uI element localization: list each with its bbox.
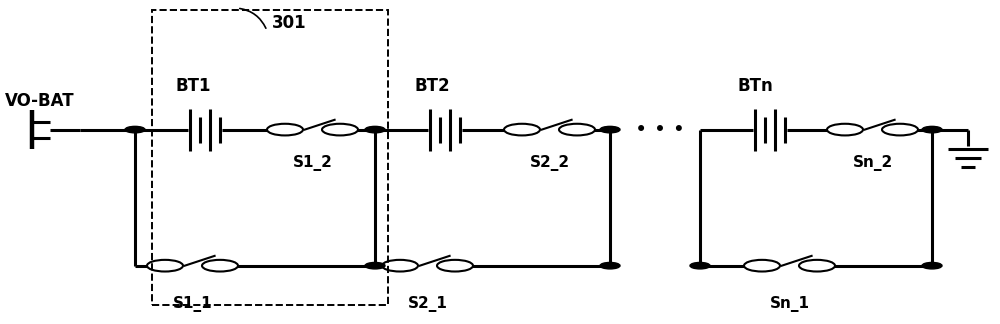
Circle shape [365,262,385,269]
Circle shape [922,262,942,269]
Circle shape [382,260,418,272]
Text: Sn_2: Sn_2 [852,155,893,171]
Circle shape [882,124,918,135]
Circle shape [504,124,540,135]
Text: BT2: BT2 [414,77,450,95]
Circle shape [147,260,183,272]
Text: VO-BAT: VO-BAT [5,92,75,110]
Text: S2_2: S2_2 [529,155,570,171]
Bar [152,10,388,305]
Circle shape [559,124,595,135]
Text: BT1: BT1 [175,77,211,95]
Circle shape [600,262,620,269]
Circle shape [744,260,780,272]
Circle shape [922,126,942,133]
Text: S2_1: S2_1 [408,296,447,312]
Text: Sn_1: Sn_1 [770,296,810,312]
Circle shape [365,126,385,133]
Text: S1_2: S1_2 [293,155,332,171]
Circle shape [799,260,835,272]
Text: S1_1: S1_1 [173,296,212,312]
Text: 301: 301 [272,14,307,32]
Circle shape [322,124,358,135]
Circle shape [690,262,710,269]
Text: • • •: • • • [635,120,685,140]
Circle shape [202,260,238,272]
Circle shape [827,124,863,135]
Circle shape [125,126,145,133]
Circle shape [437,260,473,272]
Text: BTn: BTn [737,77,773,95]
Circle shape [600,126,620,133]
Circle shape [267,124,303,135]
